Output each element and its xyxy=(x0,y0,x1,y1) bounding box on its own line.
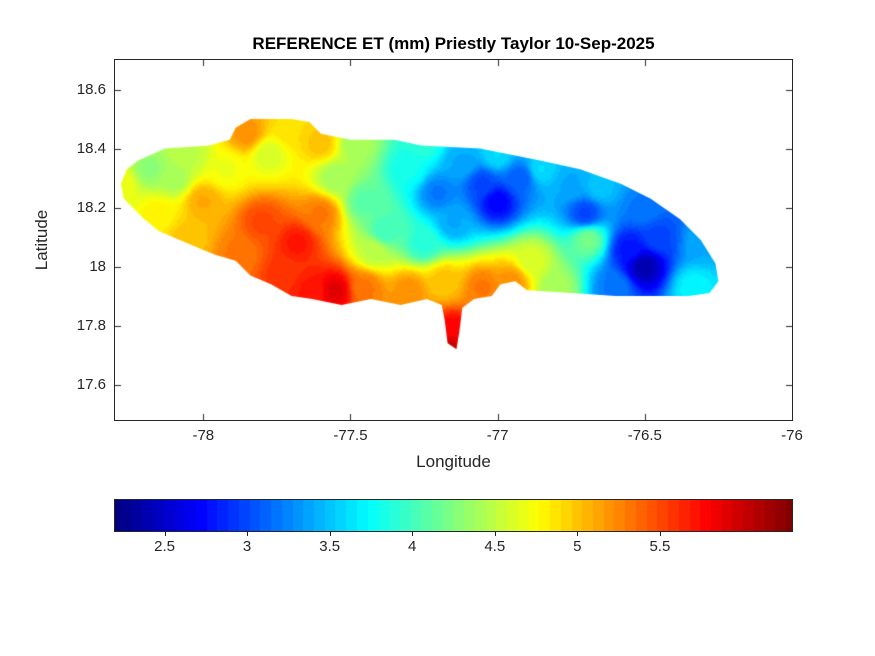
x-tick-label: -78 xyxy=(192,427,215,444)
y-tick-label: 18.6 xyxy=(76,80,106,98)
x-tick-label: -76 xyxy=(781,427,803,444)
colorbar-tick-label: 4.5 xyxy=(484,538,506,555)
colorbar-tick-label: 3 xyxy=(242,538,252,555)
x-tick-label: -77.5 xyxy=(333,427,368,444)
colorbar-tick-mark xyxy=(659,532,661,536)
colorbar-tick-mark xyxy=(412,532,414,536)
colorbar-tick-mark xyxy=(494,532,496,536)
x-tick-label: -76.5 xyxy=(627,427,662,444)
colorbar-tick-label: 5 xyxy=(573,538,582,555)
y-tick-label: 17.8 xyxy=(76,316,106,334)
x-tick-label: -77 xyxy=(486,427,509,444)
y-tick-label: 18.4 xyxy=(76,139,106,157)
x-axis-label: Longitude xyxy=(416,452,491,471)
colorbar-tick-mark xyxy=(247,532,249,536)
colorbar-tick-mark xyxy=(329,532,331,536)
colorbar-gradient xyxy=(115,500,792,531)
colorbar-tick-label: 2.5 xyxy=(154,538,175,555)
jamaica-et-heatmap xyxy=(115,60,792,420)
y-tick-label: 18 xyxy=(89,257,106,275)
y-tick-label: 18.2 xyxy=(76,198,106,216)
colorbar-tick-mark xyxy=(164,532,166,536)
map-axes xyxy=(114,59,793,421)
colorbar-tick-label: 4 xyxy=(408,538,417,555)
colorbar xyxy=(114,499,793,532)
y-tick-label: 17.6 xyxy=(76,375,106,393)
chart-title: REFERENCE ET (mm) Priestly Taylor 10-Sep… xyxy=(252,34,655,53)
colorbar-tick-label: 3.5 xyxy=(319,538,341,555)
colorbar-tick-mark xyxy=(577,532,579,536)
colorbar-tick-label: 5.5 xyxy=(649,538,671,555)
